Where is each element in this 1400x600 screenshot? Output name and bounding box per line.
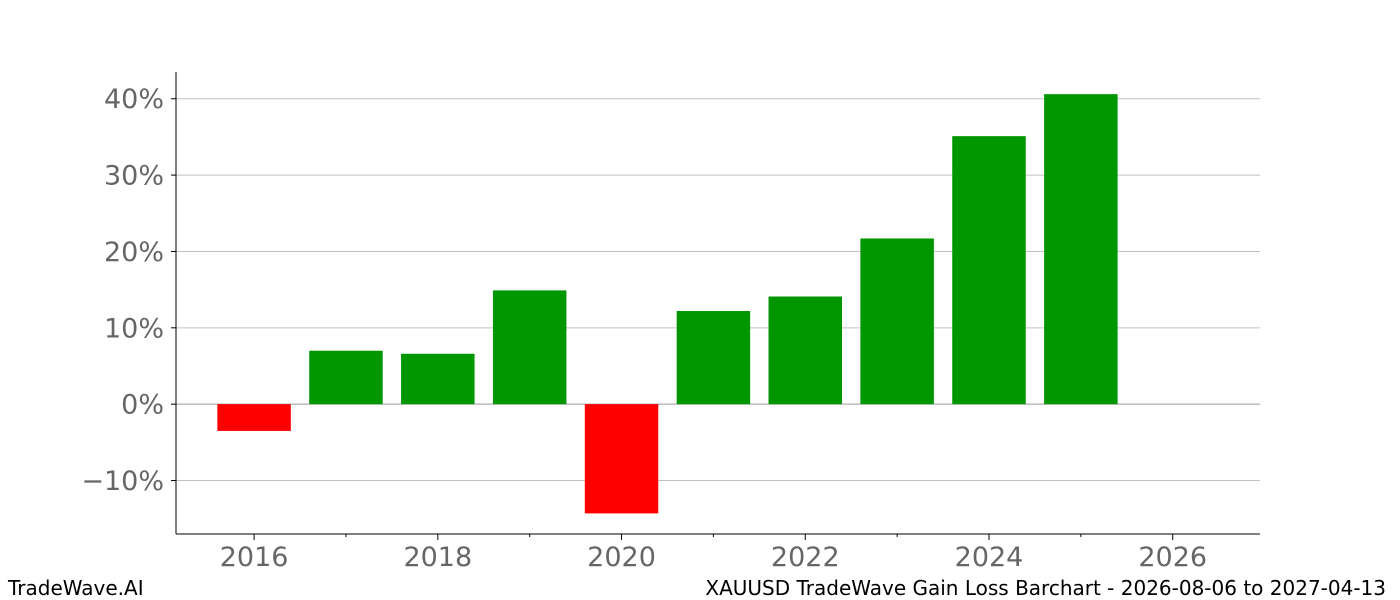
x-tick-label: 2022 [771, 542, 840, 570]
y-tick-label: 10% [104, 313, 164, 344]
x-tick-label: 2026 [1138, 542, 1207, 570]
bar-2022 [768, 296, 843, 405]
brand-label: TradeWave.AI [8, 576, 144, 600]
y-tick-label: 0% [121, 390, 164, 421]
bar-2024 [952, 136, 1026, 405]
x-tick-label: 2018 [403, 542, 472, 570]
y-tick-labels: −10% 0% 10% 20% 30% 40% [81, 84, 164, 497]
gain-loss-bar-chart: −10%0%10%20%30%40% 2016 2018 2020 2022 2024 2… [81, 72, 1260, 570]
bar-2016 [217, 404, 291, 431]
x-tick-label: 2016 [220, 542, 289, 570]
axes [171, 72, 1260, 540]
bar-2018 [401, 353, 475, 405]
bars [217, 94, 1118, 514]
x-tick-labels: 2016 2018 2020 2022 2024 2026 [220, 542, 1207, 570]
bar-2025 [1044, 94, 1118, 405]
y-tick-label: 20% [104, 237, 164, 268]
y-tick-label: 30% [104, 161, 164, 192]
chart-caption: XAUUSD TradeWave Gain Loss Barchart - 20… [705, 576, 1386, 600]
bar-2021 [676, 311, 751, 405]
bar-2017 [309, 350, 383, 405]
bar-2020 [584, 404, 659, 514]
bar-2019 [492, 290, 567, 405]
x-tick-label: 2020 [587, 542, 656, 570]
y-tick-label: 40% [104, 84, 164, 115]
bar-2023 [860, 238, 934, 405]
y-tick-label: −10% [81, 466, 164, 497]
x-tick-label: 2024 [955, 542, 1024, 570]
